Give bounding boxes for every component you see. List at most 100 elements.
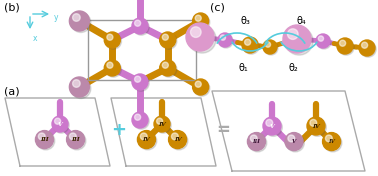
Text: V: V bbox=[292, 139, 296, 144]
Circle shape bbox=[218, 33, 232, 47]
Circle shape bbox=[245, 39, 251, 45]
Bar bbox=[88, 20, 196, 80]
Circle shape bbox=[71, 78, 91, 99]
Text: (a): (a) bbox=[4, 86, 20, 96]
Circle shape bbox=[263, 117, 281, 135]
Circle shape bbox=[318, 36, 324, 41]
Circle shape bbox=[67, 131, 85, 149]
Circle shape bbox=[132, 112, 148, 128]
Circle shape bbox=[220, 35, 226, 40]
Circle shape bbox=[242, 37, 258, 53]
Circle shape bbox=[325, 135, 332, 142]
Circle shape bbox=[337, 38, 353, 54]
Text: III: III bbox=[71, 137, 80, 142]
Circle shape bbox=[186, 23, 214, 51]
Circle shape bbox=[36, 131, 53, 149]
Circle shape bbox=[70, 11, 89, 31]
Circle shape bbox=[140, 133, 147, 140]
Circle shape bbox=[263, 40, 277, 54]
Circle shape bbox=[135, 20, 141, 26]
Circle shape bbox=[308, 118, 326, 136]
Circle shape bbox=[38, 133, 45, 140]
Circle shape bbox=[139, 132, 157, 150]
Circle shape bbox=[156, 118, 163, 124]
Circle shape bbox=[324, 134, 342, 152]
Circle shape bbox=[170, 132, 188, 150]
Circle shape bbox=[155, 117, 171, 133]
Circle shape bbox=[249, 134, 267, 152]
Text: +: + bbox=[112, 121, 127, 139]
Circle shape bbox=[288, 29, 298, 39]
Circle shape bbox=[68, 132, 86, 150]
Circle shape bbox=[264, 118, 282, 136]
Text: IV: IV bbox=[328, 139, 335, 144]
Circle shape bbox=[73, 80, 80, 87]
Text: IV: IV bbox=[312, 124, 320, 128]
Circle shape bbox=[132, 18, 148, 34]
Circle shape bbox=[310, 120, 317, 126]
Text: x: x bbox=[33, 34, 37, 43]
Circle shape bbox=[161, 33, 177, 49]
Circle shape bbox=[307, 117, 325, 135]
Circle shape bbox=[248, 133, 265, 150]
Circle shape bbox=[160, 60, 176, 76]
Text: y: y bbox=[54, 13, 59, 22]
Circle shape bbox=[285, 133, 303, 150]
Text: III: III bbox=[40, 137, 49, 142]
Circle shape bbox=[362, 42, 368, 48]
Circle shape bbox=[339, 40, 345, 46]
Circle shape bbox=[37, 132, 55, 150]
Text: IV: IV bbox=[158, 121, 166, 127]
Circle shape bbox=[138, 131, 155, 149]
Circle shape bbox=[162, 34, 168, 40]
Circle shape bbox=[135, 114, 141, 120]
Circle shape bbox=[288, 135, 295, 142]
Circle shape bbox=[169, 131, 187, 149]
Circle shape bbox=[191, 27, 201, 37]
Circle shape bbox=[283, 25, 311, 53]
Circle shape bbox=[133, 113, 149, 129]
Circle shape bbox=[160, 32, 176, 48]
Circle shape bbox=[193, 79, 209, 95]
Circle shape bbox=[161, 61, 177, 77]
Circle shape bbox=[70, 133, 76, 140]
Circle shape bbox=[188, 25, 216, 53]
Circle shape bbox=[53, 117, 69, 133]
Circle shape bbox=[250, 135, 257, 142]
Circle shape bbox=[195, 15, 201, 21]
Circle shape bbox=[132, 74, 148, 90]
Circle shape bbox=[316, 34, 330, 48]
Circle shape bbox=[52, 116, 68, 132]
Text: IV: IV bbox=[174, 137, 181, 142]
Circle shape bbox=[194, 14, 210, 30]
Text: θ₂: θ₂ bbox=[288, 63, 298, 73]
Circle shape bbox=[104, 60, 120, 76]
Circle shape bbox=[322, 133, 341, 150]
Circle shape bbox=[285, 27, 313, 55]
Circle shape bbox=[70, 77, 89, 97]
Text: (b): (b) bbox=[4, 3, 20, 13]
Circle shape bbox=[195, 81, 201, 87]
Circle shape bbox=[243, 38, 259, 54]
Circle shape bbox=[133, 75, 149, 91]
Text: V: V bbox=[57, 121, 62, 127]
Circle shape bbox=[264, 41, 278, 55]
Circle shape bbox=[162, 62, 168, 68]
Text: θ₄: θ₄ bbox=[296, 16, 306, 26]
Circle shape bbox=[359, 40, 375, 56]
Circle shape bbox=[317, 35, 331, 49]
Circle shape bbox=[194, 80, 210, 96]
Text: III: III bbox=[253, 139, 260, 144]
Circle shape bbox=[172, 133, 178, 140]
Circle shape bbox=[105, 33, 121, 49]
Circle shape bbox=[133, 19, 149, 35]
Circle shape bbox=[54, 118, 60, 124]
Circle shape bbox=[107, 34, 113, 40]
Circle shape bbox=[135, 76, 141, 82]
Circle shape bbox=[266, 120, 273, 126]
Text: =: = bbox=[216, 121, 230, 139]
Circle shape bbox=[107, 62, 113, 68]
Circle shape bbox=[360, 41, 376, 57]
Text: (c): (c) bbox=[210, 3, 225, 13]
Text: θ₃: θ₃ bbox=[240, 16, 250, 26]
